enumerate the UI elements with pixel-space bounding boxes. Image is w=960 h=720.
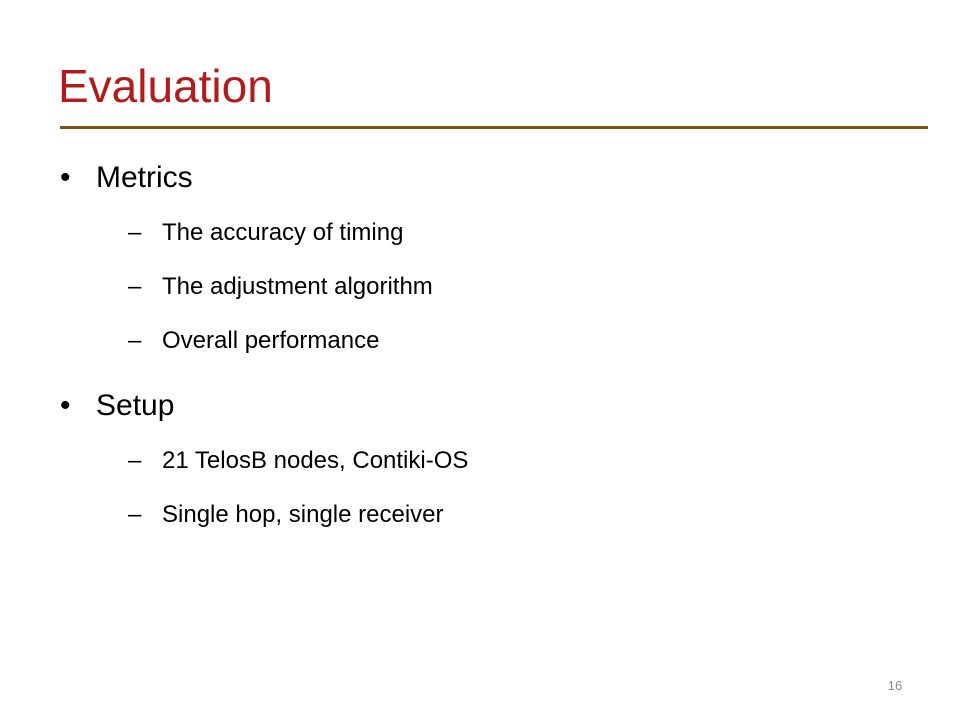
sub-bullet: Overall performance [128, 326, 379, 356]
sub-bullet: Single hop, single receiver [128, 500, 443, 530]
sub-bullet: The adjustment algorithm [128, 272, 433, 302]
title-rule [60, 126, 928, 129]
page-number: 16 [887, 678, 903, 693]
bullet: Metrics [60, 160, 193, 196]
slide-title: Evaluation [58, 60, 273, 112]
sub-bullet: The accuracy of timing [128, 218, 403, 248]
bullet: Setup [60, 388, 175, 424]
sub-bullet: 21 TelosB nodes, Contiki-OS [128, 446, 468, 476]
